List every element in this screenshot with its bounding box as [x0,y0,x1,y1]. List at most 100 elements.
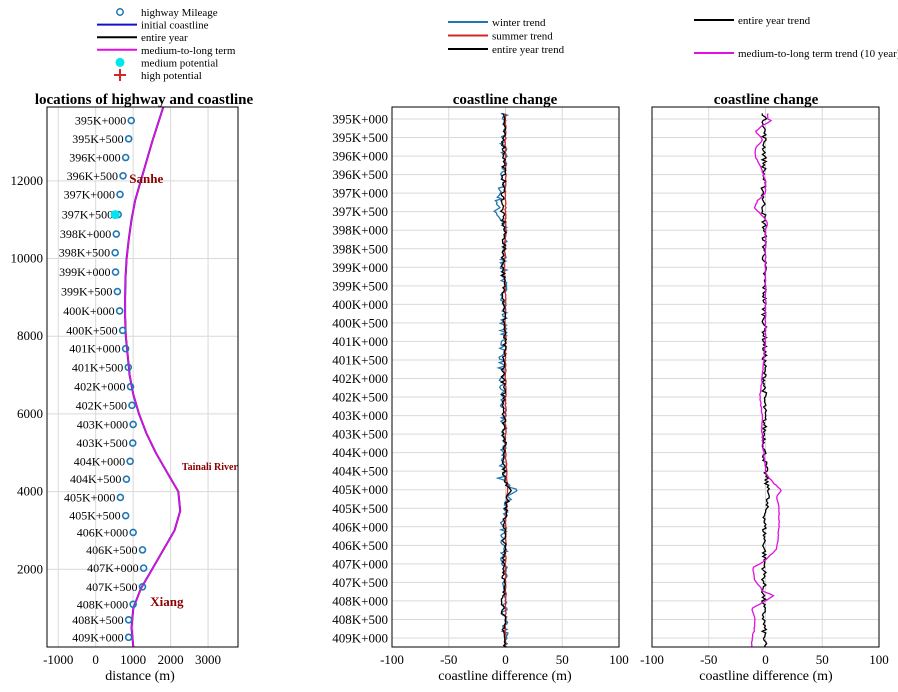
series-line-entire-year-trend [760,113,771,648]
change-ytick-label: 401K+500 [332,352,388,367]
change-ytick-label: 396K+500 [332,167,388,182]
mileage-label: 400K+500 [66,323,117,337]
mileage-marker [124,135,133,143]
legend-middle-label: winter trend [492,17,546,29]
mileage-label: 398K+500 [59,246,110,260]
mileage-label: 399K+000 [59,265,110,279]
mileage-label: 409K+000 [72,630,123,644]
change-ytick-label: 395K+500 [332,130,388,145]
legend-left-label: high potential [141,70,202,82]
mileage-label: 406K+500 [86,543,137,557]
change-xtick-label: -50 [440,652,457,667]
mileage-label: 401K+500 [72,360,123,374]
mileage-marker [124,616,133,624]
map-xtick-label: 3000 [195,652,221,667]
map-xtick-label: 0 [92,652,99,667]
change-xtick-label: 100 [609,652,629,667]
mileage-label: 398K+000 [60,227,111,241]
map-annotation: Xiang [150,594,184,609]
map-annotation: Tainali River [182,462,239,473]
mileage-marker [139,564,148,572]
mileage-marker [121,153,130,162]
mileage-marker [118,326,127,335]
change-ytick-label: 407K+500 [332,575,388,590]
change-ytick-label: 403K+500 [332,427,388,442]
map-ytick-label: 12000 [11,173,44,188]
seasonal-xlabel: coastline difference (m) [438,669,572,684]
mileage-label: 405K+500 [69,509,120,523]
mileage-label: 396K+000 [69,151,120,165]
map-ytick-label: 6000 [17,406,43,421]
mileage-label: 397K+000 [64,187,115,201]
map-axes-frame [46,106,239,648]
mileage-label: 401K+000 [69,342,120,356]
mileage-marker [129,600,137,609]
map-ytick-label: 4000 [17,484,43,499]
legend-left-label: medium potential [141,57,218,69]
seasonal-axes-frame [391,106,620,648]
mileage-label: 404K+500 [70,472,121,486]
change-ytick-label: 398K+500 [332,241,388,256]
mileage-label: 402K+000 [74,380,125,394]
mileage-label: 397K+500 [62,208,113,222]
legend-left-label: medium-to-long term [141,45,236,57]
mileage-label: 403K+500 [76,436,127,450]
change-ytick-label: 408K+500 [332,612,388,627]
mileage-label: 406K+000 [77,525,128,539]
change-ytick-label: 405K+500 [332,501,388,516]
mileage-marker [111,248,119,257]
mileage-label: 403K+000 [77,417,128,431]
change-xtick-label: -100 [640,652,664,667]
mileage-label: 408K+000 [77,597,128,611]
series-line-winter-trend [493,112,518,648]
legend-right: entire year trend medium-to-long term tre… [694,15,898,60]
longterm-title: coastline change [714,92,819,108]
legend-left-label: entire year [141,32,188,44]
change-ytick-label: 400K+000 [332,297,388,312]
mileage-label: 395K+000 [75,114,126,128]
change-xtick-label: 0 [762,652,769,667]
map-ytick-label: 10000 [11,251,44,266]
series-line-medium-to-long-term-trend-10-year- [750,113,782,648]
legend-left-label: highway Mileage [141,7,218,19]
map-title: locations of highway and coastline [35,92,254,108]
mileage-marker [121,344,130,353]
change-xtick-label: -50 [700,652,717,667]
mileage-marker [122,475,131,483]
change-ytick-label: 406K+000 [332,519,388,534]
change-xtick-label: 100 [869,652,889,667]
change-ytick-label: 402K+500 [332,390,388,405]
change-xtick-label: 50 [556,652,569,667]
legend-medium-potential-dot [115,57,125,67]
longterm-change-panel: coastline change coastline difference (m… [640,92,889,684]
series-line-entire-year-trend [499,113,512,648]
change-ytick-label: 399K+000 [332,260,388,275]
medium-term-coastline-line [124,106,182,648]
change-ytick-label: 407K+000 [332,556,388,571]
mileage-label: 405K+000 [64,490,115,504]
seasonal-title: coastline change [453,92,558,108]
mileage-marker [124,633,133,642]
change-ytick-label: 395K+000 [332,112,388,127]
seasonal-change-panel: coastline change coastline difference (m… [332,92,628,684]
longterm-axes-frame [651,106,880,648]
change-ytick-label: 400K+500 [332,315,388,330]
map-xtick-label: -1000 [43,652,73,667]
change-ytick-label: 408K+000 [332,593,388,608]
mileage-marker [128,439,137,447]
change-ytick-label: 397K+000 [332,186,388,201]
mileage-marker [138,582,147,591]
mileage-label: 395K+500 [72,132,123,146]
mileage-marker [129,420,137,429]
mileage-label: 396K+500 [67,169,118,183]
map-ytick-label: 8000 [17,328,43,343]
mileage-marker [115,307,124,315]
mileage-marker [119,171,127,180]
change-ytick-label: 406K+500 [332,538,388,553]
mileage-marker [113,287,122,296]
mileage-label: 408K+500 [72,613,123,627]
mileage-marker [116,190,124,199]
change-ytick-label: 398K+000 [332,223,388,238]
